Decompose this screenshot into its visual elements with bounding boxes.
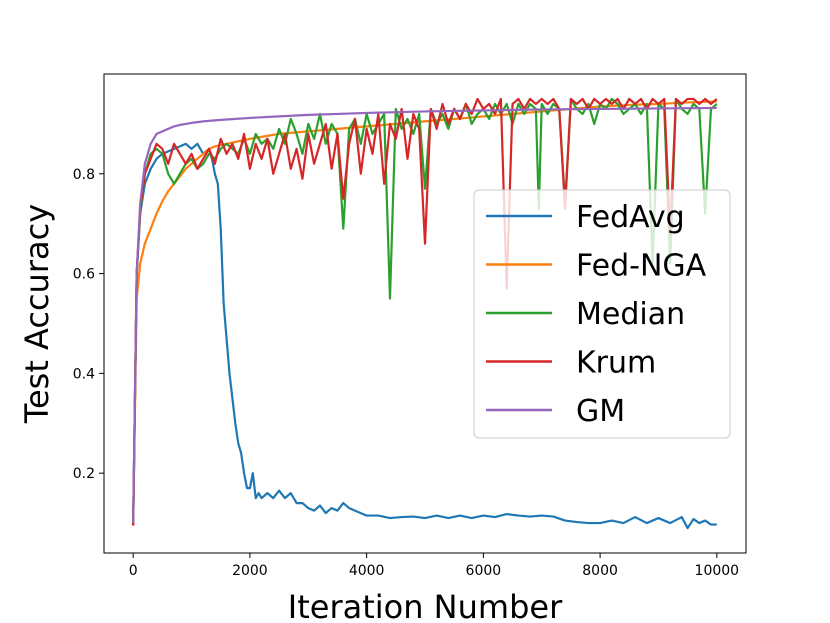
plot-frame — [103, 73, 747, 554]
legend-box — [473, 189, 731, 439]
legend-label: Krum — [576, 346, 656, 381]
x-tick-label: 2000 — [232, 563, 268, 579]
legend-entry: Krum — [486, 346, 656, 381]
x-tick-label: 4000 — [349, 563, 385, 579]
legend: FedAvg Fed-NGA Median Krum GM — [473, 189, 731, 439]
y-axis-label: Test Accuracy — [18, 204, 56, 424]
y-tick-label: 0.4 — [73, 366, 95, 382]
legend-label: GM — [576, 394, 625, 429]
series-line-krum — [132, 97, 718, 526]
x-tick-label: 10000 — [695, 563, 740, 579]
legend-entry: GM — [486, 394, 625, 429]
x-tick-label: 6000 — [466, 563, 502, 579]
legend-label: FedAvg — [576, 200, 685, 235]
y-tick-label: 0.8 — [73, 167, 95, 183]
legend-label: Median — [576, 297, 685, 332]
legend-entry: Median — [486, 297, 685, 332]
x-tick-label: 8000 — [582, 563, 618, 579]
legend-entry: Fed-NGA — [486, 249, 707, 284]
y-tick-label: 0.2 — [73, 466, 95, 482]
y-axis: 0.2 0.4 0.6 0.8 — [73, 167, 104, 482]
legend-label: Fed-NGA — [576, 249, 707, 284]
legend-entry: FedAvg — [486, 200, 685, 235]
x-axis-label: Iteration Number — [288, 588, 563, 623]
x-tick-label: 0 — [129, 563, 138, 579]
series-layer — [132, 97, 718, 530]
series-line-median — [132, 97, 718, 524]
x-axis: 0 2000 4000 6000 8000 10000 — [129, 553, 739, 579]
y-tick-label: 0.6 — [73, 267, 95, 283]
series-line-fed-nga — [132, 100, 717, 526]
series-line-gm — [132, 106, 717, 524]
